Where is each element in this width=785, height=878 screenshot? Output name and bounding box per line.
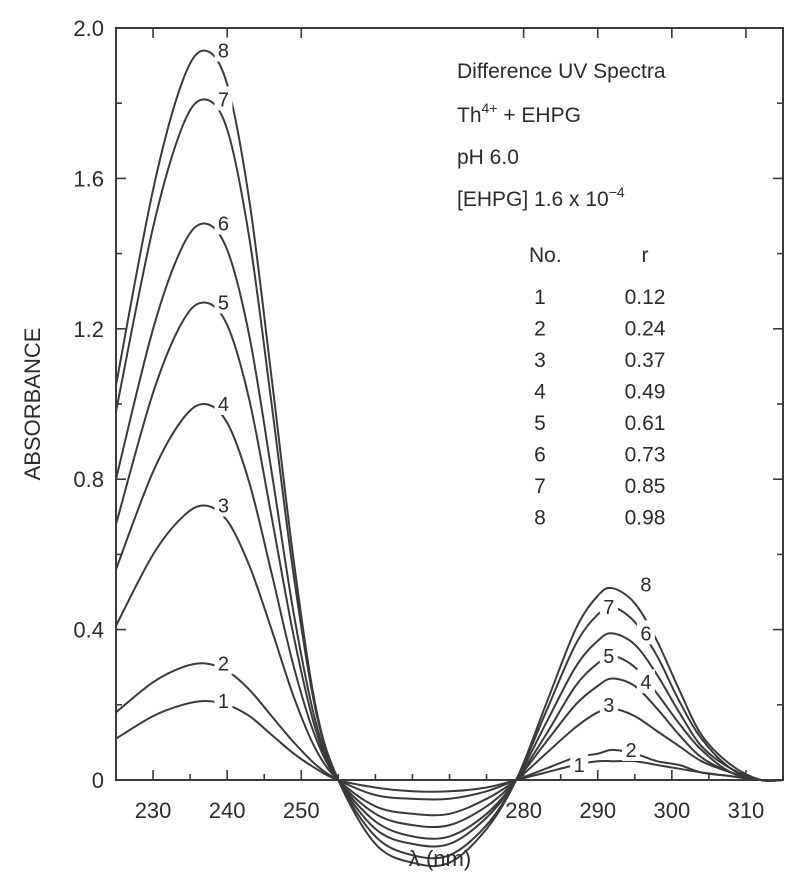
x-tick-label: 240 — [209, 798, 246, 823]
curve-label-backing — [570, 751, 589, 776]
curve-label-3: 3 — [218, 496, 229, 518]
spectrum-curve-8 — [115, 49, 784, 868]
annotation-ph: pH 6.0 — [457, 146, 519, 169]
table-r-cell: 0.98 — [625, 507, 666, 530]
curve-labels: 1 2 3 4 5 6 7 8 1 2 3 4 5 6 7 8 — [214, 37, 655, 777]
table-r-cell: 0.12 — [625, 286, 666, 309]
conc-base: [EHPG] 1.6 x 10 — [457, 188, 609, 211]
curve-label-8: 8 — [218, 41, 229, 63]
y-tick-label: 1.2 — [73, 317, 104, 342]
table-no-cell: 7 — [534, 475, 546, 498]
table-no-cell: 3 — [534, 349, 546, 372]
table-r-cell: 0.37 — [625, 349, 666, 372]
curve-label-6: 6 — [218, 214, 229, 236]
spectrum-curve-6 — [115, 222, 784, 848]
curve-label-backing — [214, 210, 233, 235]
annotation-title: Difference UV Spectra — [457, 60, 666, 83]
curve-label-backing — [214, 37, 233, 62]
spectrum-curve-5 — [115, 301, 784, 840]
curve-label-backing — [599, 691, 618, 716]
ratio-table: 1 0.12 2 0.24 3 0.37 4 0.49 5 0.61 6 0.73 7 0.85 8 0.98 — [534, 286, 666, 530]
x-axis-label: λ (nm) — [409, 846, 471, 871]
spectrum-curve-4 — [115, 402, 784, 829]
curve-label-backing — [636, 571, 655, 596]
y-tick-label: 0 — [92, 768, 104, 793]
curve-label-backing — [214, 391, 233, 415]
curve-label-8: 8 — [640, 574, 651, 596]
table-no-cell: 4 — [534, 381, 546, 404]
table-r-cell: 0.85 — [625, 475, 666, 498]
curve-label-backing — [214, 688, 233, 713]
axis-ticks: 230 240 250 280 290 300 310 0 0.4 0.8 1.2 1.6 2.0 — [73, 16, 784, 823]
spectrum-curve-3 — [115, 504, 784, 817]
y-axis-label: ABSORBANCE — [20, 328, 45, 481]
curve-label-5: 5 — [603, 646, 614, 668]
x-tick-label: 230 — [135, 798, 172, 823]
table-header-r: r — [642, 244, 649, 267]
curve-label-backing — [636, 669, 655, 694]
curve-label-3: 3 — [603, 695, 614, 717]
table-r-cell: 0.49 — [625, 381, 666, 404]
annotation-block: Difference UV Spectra Th4+ + EHPG pH 6.0… — [457, 60, 666, 530]
curve-label-4: 4 — [218, 394, 229, 416]
curve-label-backing — [599, 594, 618, 619]
system-sup: 4+ — [482, 100, 498, 116]
conc-sup: −4 — [609, 184, 625, 200]
y-tick-label: 0.4 — [73, 618, 104, 643]
spectra-curves — [115, 49, 784, 868]
x-tick-label: 310 — [728, 798, 765, 823]
system-rest: + EHPG — [497, 104, 580, 127]
table-no-cell: 1 — [534, 286, 546, 309]
curve-label-1: 1 — [218, 691, 229, 713]
table-r-cell: 0.61 — [625, 412, 666, 435]
y-tick-label: 1.6 — [73, 166, 104, 191]
annotation-system: Th4+ + EHPG — [457, 100, 581, 127]
annotation-concentration: [EHPG] 1.6 x 10−4 — [457, 184, 625, 211]
table-header-no: No. — [529, 244, 562, 267]
curve-label-2: 2 — [626, 740, 637, 762]
spectrum-curve-7 — [115, 98, 784, 860]
curve-label-1: 1 — [574, 755, 585, 777]
table-no-cell: 5 — [534, 412, 546, 435]
curve-label-backing — [214, 492, 233, 517]
system-base: Th — [457, 104, 482, 127]
curve-label-backing — [214, 650, 233, 675]
y-tick-label: 0.8 — [73, 467, 104, 492]
table-r-cell: 0.73 — [625, 444, 666, 467]
curve-label-backing — [622, 736, 641, 761]
curve-label-7: 7 — [603, 597, 614, 619]
curve-label-7: 7 — [218, 89, 229, 111]
curve-label-5: 5 — [218, 292, 229, 314]
x-tick-label: 280 — [505, 798, 542, 823]
curve-label-backing — [214, 289, 233, 314]
curve-label-backing — [214, 86, 233, 111]
table-no-cell: 6 — [534, 444, 546, 467]
table-r-cell: 0.24 — [625, 318, 666, 341]
x-tick-label: 300 — [653, 798, 690, 823]
curve-label-6: 6 — [640, 623, 651, 645]
x-tick-label: 250 — [283, 798, 320, 823]
curve-label-backing — [636, 620, 655, 645]
table-no-cell: 8 — [534, 507, 546, 530]
curve-label-4: 4 — [640, 672, 651, 694]
x-tick-label: 290 — [579, 798, 616, 823]
curve-label-2: 2 — [218, 653, 229, 675]
y-tick-label: 2.0 — [73, 16, 104, 41]
curve-label-backing — [599, 642, 618, 667]
table-no-cell: 2 — [534, 318, 546, 341]
